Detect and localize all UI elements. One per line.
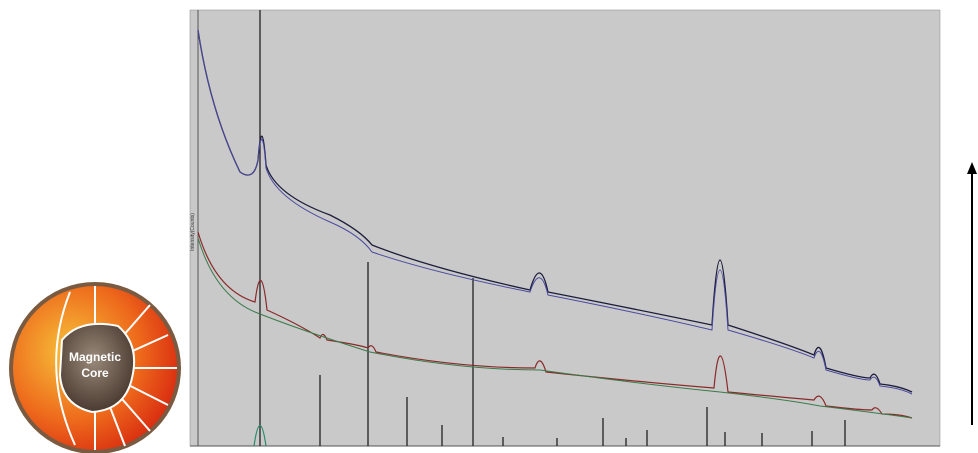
core-illustration: Magnetic Core [9,282,181,453]
core-label: Core [81,366,109,380]
xrd-plot: Intensity(Counts) [190,10,940,446]
y-axis-label: Intensity(Counts) [190,213,196,251]
arrow [967,162,977,425]
figure: Magnetic Core Intensity(Counts) [0,0,978,453]
core-label: Magnetic [69,350,121,364]
